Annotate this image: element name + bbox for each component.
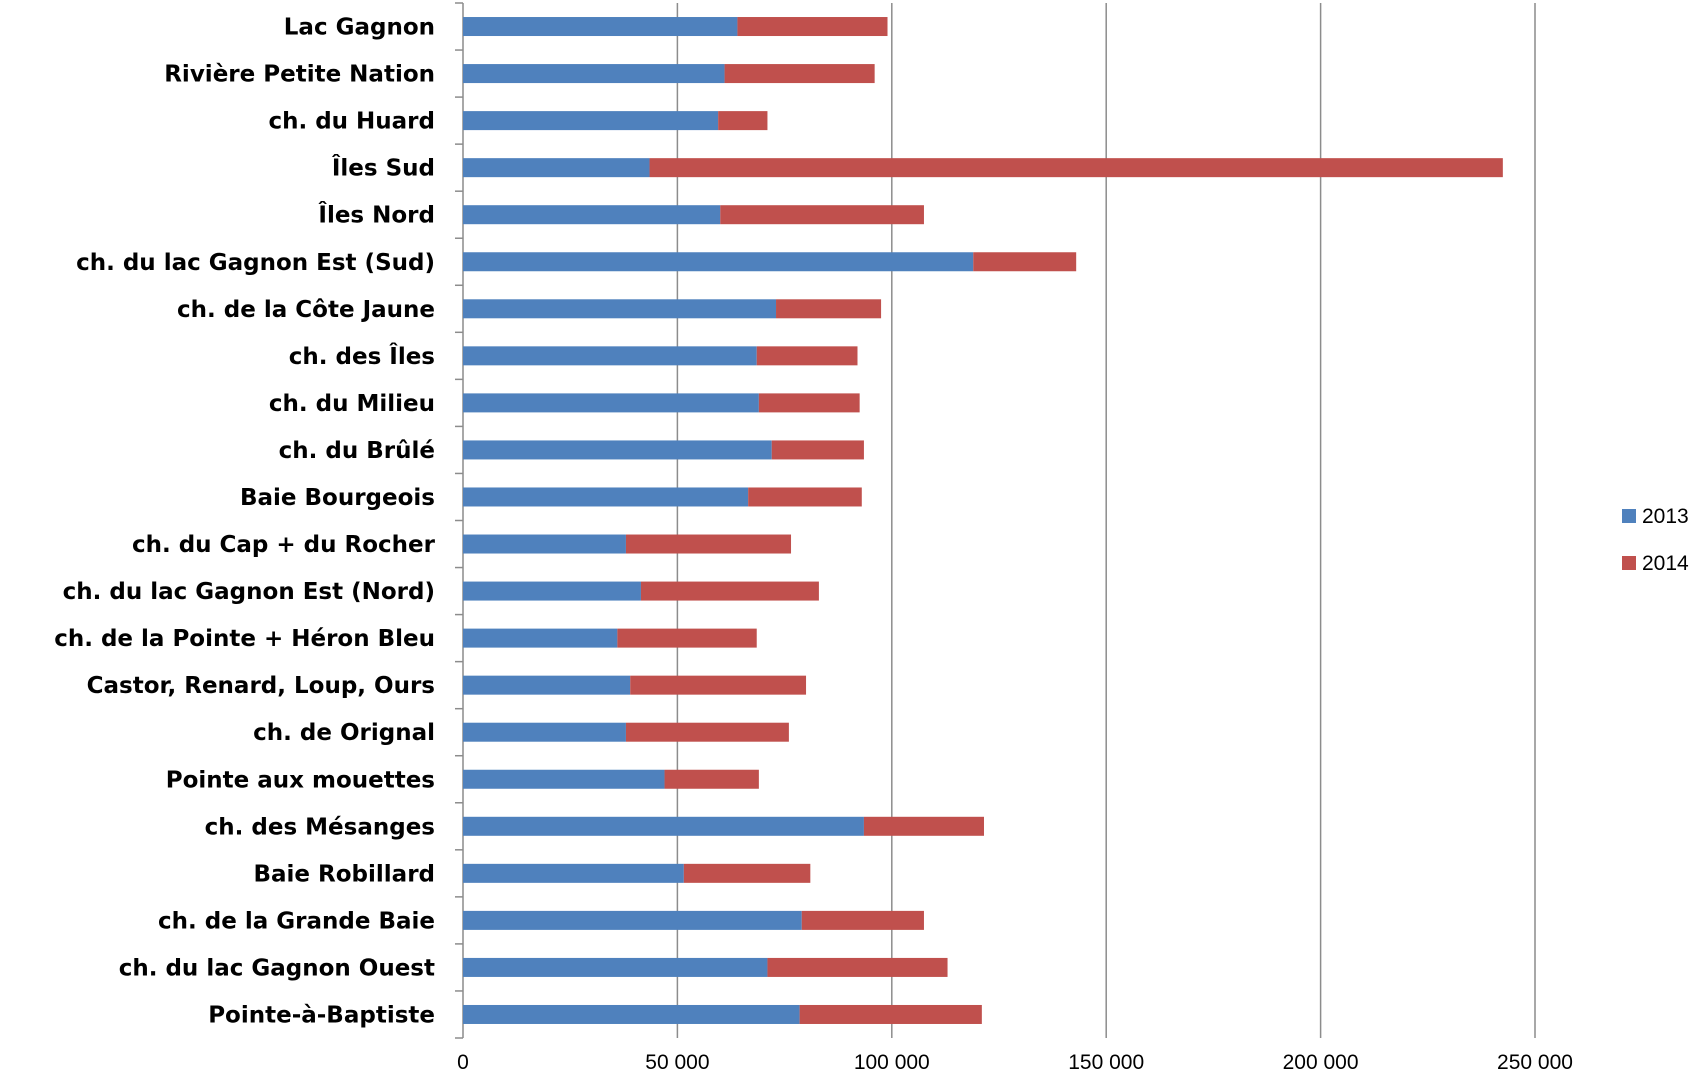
x-tick-label: 100 000	[854, 1051, 930, 1074]
bar-segment-2013	[463, 628, 618, 648]
bar-segment-2013	[463, 158, 650, 178]
bar-segment-2014	[625, 722, 789, 742]
bar-segment-2014	[767, 957, 948, 977]
bar-segment-2013	[463, 111, 719, 131]
bar-segment-2014	[756, 346, 858, 366]
bar-segment-2013	[463, 769, 665, 789]
category-label: ch. du Huard	[268, 109, 435, 135]
category-label: ch. du Cap + du Rocher	[132, 532, 436, 558]
bar-segment-2013	[463, 957, 768, 977]
category-label: ch. du lac Gagnon Est (Nord)	[63, 579, 435, 605]
bar-segment-2014	[617, 628, 757, 648]
bar-segment-2013	[463, 581, 641, 601]
bar-segment-2014	[799, 1004, 982, 1024]
bar-segment-2014	[718, 111, 768, 131]
bar-segment-2013	[463, 299, 777, 319]
bar-segment-2014	[683, 863, 811, 883]
bar-segment-2013	[463, 346, 757, 366]
category-label: ch. des Îles	[289, 342, 435, 370]
bar-segment-2013	[463, 910, 802, 930]
bar-segment-2013	[463, 17, 738, 37]
bar-segment-2014	[771, 440, 864, 460]
bar-segment-2014	[748, 487, 862, 507]
category-label: Pointe-à-Baptiste	[208, 1002, 435, 1028]
category-label: Lac Gagnon	[284, 15, 435, 41]
bar-segment-2014	[664, 769, 759, 789]
category-label: ch. de la Côte Jaune	[177, 297, 435, 323]
bar-segment-2013	[463, 252, 974, 272]
bar-segment-2014	[625, 534, 792, 554]
x-tick-label: 50 000	[645, 1051, 709, 1074]
bar-segment-2014	[724, 64, 875, 84]
category-label: Castor, Renard, Loup, Ours	[87, 673, 435, 699]
bar-segment-2014	[720, 205, 924, 225]
x-tick-label: 200 000	[1283, 1051, 1359, 1074]
category-label: Îles Nord	[318, 201, 435, 229]
bar-segment-2014	[863, 816, 984, 836]
category-label: Baie Robillard	[254, 861, 436, 887]
bar-segment-2013	[463, 440, 772, 460]
category-label: ch. des Mésanges	[205, 814, 435, 840]
bar-segment-2013	[463, 863, 684, 883]
category-label: ch. du Brûlé	[279, 438, 435, 464]
legend-label-2014: 2014	[1642, 552, 1689, 575]
bar-segment-2013	[463, 534, 626, 554]
bar-segment-2013	[463, 722, 626, 742]
bar-segment-2013	[463, 393, 759, 413]
category-label: Pointe aux mouettes	[166, 767, 435, 793]
bar-segment-2013	[463, 675, 631, 695]
bar-segment-2014	[973, 252, 1077, 272]
category-label: ch. de la Pointe + Héron Bleu	[54, 626, 435, 652]
category-label: ch. de Orignal	[253, 720, 435, 746]
bar-segment-2013	[463, 1004, 800, 1024]
legend-label-2013: 2013	[1642, 505, 1689, 528]
bar-segment-2014	[737, 17, 888, 37]
category-label: ch. de la Grande Baie	[158, 908, 435, 934]
bar-segment-2014	[801, 910, 924, 930]
bar-segment-2014	[758, 393, 860, 413]
x-tick-label: 250 000	[1497, 1051, 1573, 1074]
category-label: ch. du Milieu	[269, 391, 435, 417]
x-tick-label: 0	[457, 1051, 469, 1074]
category-label: ch. du lac Gagnon Ouest	[119, 955, 435, 981]
x-tick-label: 150 000	[1068, 1051, 1144, 1074]
category-label: Îles Sud	[332, 154, 435, 182]
category-label: Baie Bourgeois	[240, 485, 435, 511]
legend-swatch-2014	[1622, 556, 1636, 570]
bar-segment-2014	[640, 581, 819, 601]
legend-swatch-2013	[1622, 509, 1636, 523]
bar-segment-2014	[776, 299, 882, 319]
bar-segment-2014	[630, 675, 807, 695]
category-label: Rivière Petite Nation	[164, 62, 435, 88]
bar-segment-2014	[649, 158, 1503, 178]
bar-segment-2013	[463, 205, 721, 225]
bar-segment-2013	[463, 816, 864, 836]
bar-segment-2013	[463, 64, 725, 84]
category-label: ch. du lac Gagnon Est (Sud)	[76, 250, 435, 276]
bar-segment-2013	[463, 487, 749, 507]
